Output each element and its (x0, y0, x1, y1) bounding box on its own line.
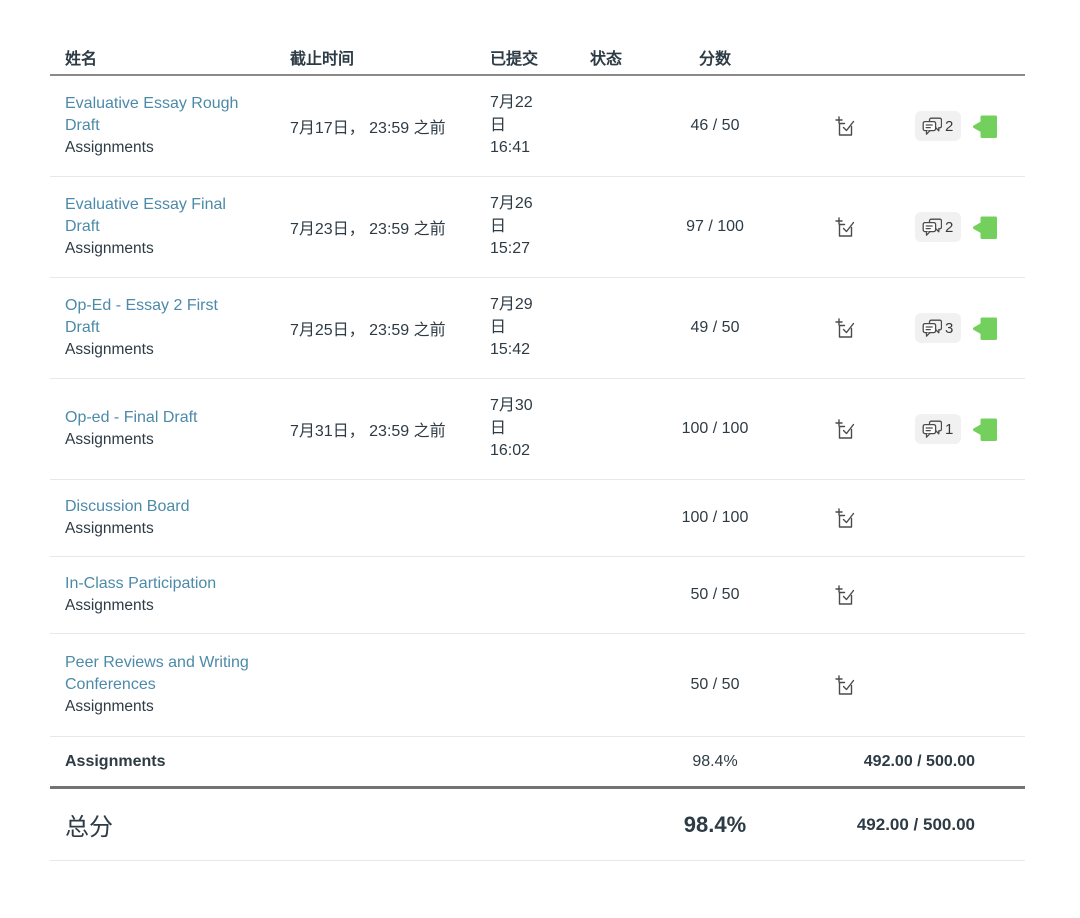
assignment-link[interactable]: Evaluative Essay Final Draft (65, 196, 226, 236)
assignment-link[interactable]: Peer Reviews and Writing Conferences (65, 654, 249, 694)
comments-icon (922, 319, 942, 337)
comments-button[interactable]: 1 (915, 414, 962, 444)
header-status: 状态 (590, 51, 623, 68)
assignment-link[interactable]: Op-Ed - Essay 2 First Draft (65, 297, 218, 337)
group-total-percent: 98.4% (692, 752, 738, 770)
check-plus-icon[interactable] (835, 419, 855, 439)
submitted-date: 7月26日 15:27 (490, 195, 533, 258)
rubric-tag-icon[interactable] (972, 317, 998, 340)
rubric-tag-icon[interactable] (972, 216, 998, 239)
assignment-row: Evaluative Essay Rough Draft Assignments… (50, 76, 1025, 177)
assignment-link[interactable]: In-Class Participation (65, 575, 217, 593)
assignment-group: Assignments (65, 597, 154, 615)
assignment-row: Evaluative Essay Final Draft Assignments… (50, 177, 1025, 278)
group-total-row: Assignments 98.4% 492.00 / 500.00 (50, 737, 1025, 789)
comments-icon (922, 218, 942, 236)
header-name: 姓名 (65, 51, 98, 68)
assignment-link[interactable]: Evaluative Essay Rough Draft (65, 95, 239, 135)
assignment-group: Assignments (65, 240, 154, 258)
rubric-tag-icon[interactable] (972, 115, 998, 138)
comment-count: 2 (945, 117, 954, 135)
comments-icon (922, 420, 942, 438)
final-total-label: 总分 (65, 814, 113, 841)
comment-count: 3 (945, 319, 954, 337)
comment-count: 2 (945, 218, 954, 236)
submitted-date: 7月22日 16:41 (490, 94, 533, 157)
check-plus-icon[interactable] (835, 318, 855, 338)
comments-button[interactable]: 2 (915, 111, 962, 141)
final-total-percent: 98.4% (683, 811, 747, 837)
group-total-label: Assignments (65, 752, 166, 770)
group-total-points: 492.00 / 500.00 (863, 752, 975, 770)
assignment-group: Assignments (65, 698, 154, 716)
rubric-tag-icon[interactable] (972, 418, 998, 441)
assignment-group: Assignments (65, 520, 154, 538)
score-value: 49 / 50 (690, 319, 740, 336)
comments-icon (922, 117, 942, 135)
header-submitted: 已提交 (490, 51, 539, 68)
score-value: 100 / 100 (681, 509, 749, 526)
check-plus-icon[interactable] (835, 585, 855, 605)
assignment-link[interactable]: Discussion Board (65, 498, 190, 516)
comment-count: 1 (945, 420, 954, 438)
comments-button[interactable]: 2 (915, 212, 962, 242)
check-plus-icon[interactable] (835, 116, 855, 136)
score-value: 97 / 100 (686, 218, 744, 235)
assignment-row: Discussion Board Assignments 100 / 100 (50, 480, 1025, 557)
due-date: 7月17日， 23:59 之前 (290, 120, 446, 137)
assignment-group: Assignments (65, 139, 154, 157)
check-plus-icon[interactable] (835, 217, 855, 237)
check-plus-icon[interactable] (835, 508, 855, 528)
score-value: 50 / 50 (690, 586, 740, 603)
assignment-row: Op-Ed - Essay 2 First Draft Assignments … (50, 278, 1025, 379)
due-date: 7月31日， 23:59 之前 (290, 423, 446, 440)
assignment-row: Op-ed - Final Draft Assignments 7月31日， 2… (50, 379, 1025, 480)
final-total-row: 总分 98.4% 492.00 / 500.00 (50, 789, 1025, 861)
grades-table: 姓名 截止时间 已提交 状态 分数 Evaluative Essay Rough… (50, 40, 1025, 861)
assignment-row: Peer Reviews and Writing Conferences Ass… (50, 634, 1025, 737)
final-total-points: 492.00 / 500.00 (856, 814, 975, 834)
score-value: 46 / 50 (690, 117, 740, 134)
assignment-group: Assignments (65, 431, 154, 449)
header-score: 分数 (698, 51, 731, 68)
due-date: 7月25日， 23:59 之前 (290, 322, 446, 339)
header-due-date: 截止时间 (290, 51, 355, 68)
table-header-row: 姓名 截止时间 已提交 状态 分数 (50, 40, 1025, 76)
submitted-date: 7月29日 15:42 (490, 296, 533, 359)
assignment-row: In-Class Participation Assignments 50 / … (50, 557, 1025, 634)
check-plus-icon[interactable] (835, 675, 855, 695)
submitted-date: 7月30日 16:02 (490, 397, 533, 460)
assignment-group: Assignments (65, 341, 154, 359)
assignment-link[interactable]: Op-ed - Final Draft (65, 409, 198, 427)
comments-button[interactable]: 3 (915, 313, 962, 343)
due-date: 7月23日， 23:59 之前 (290, 221, 446, 238)
score-value: 100 / 100 (681, 420, 749, 437)
score-value: 50 / 50 (690, 676, 740, 693)
